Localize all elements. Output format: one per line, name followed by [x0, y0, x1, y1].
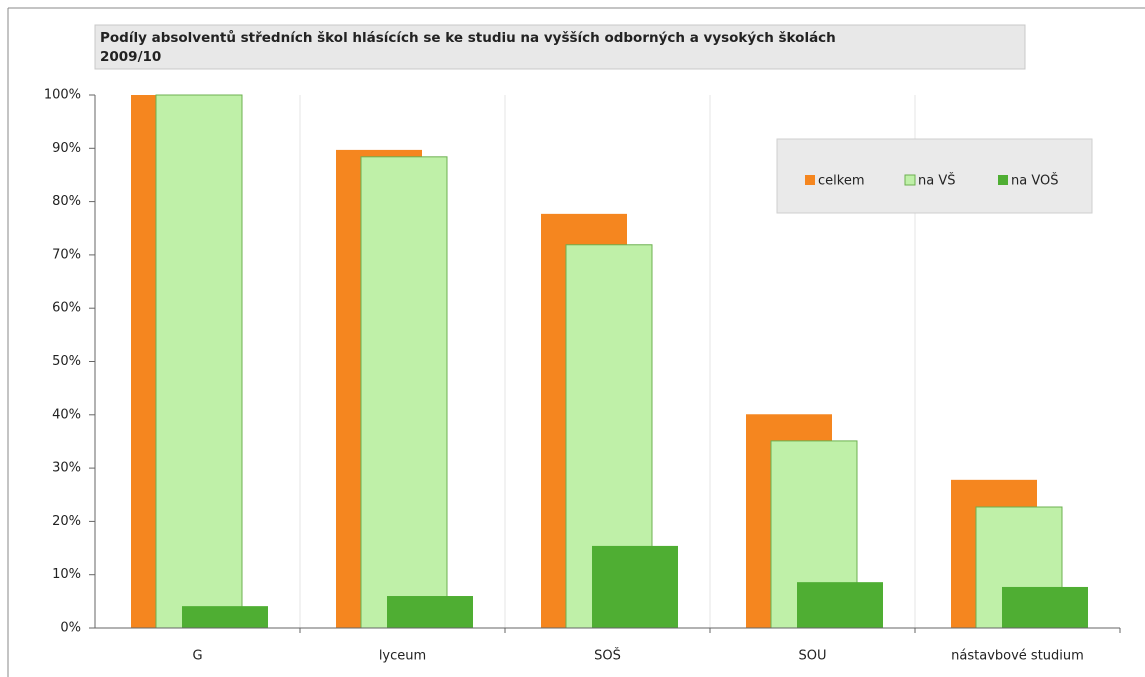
x-tick-label: SOŠ — [594, 648, 621, 664]
bar — [155, 94, 243, 629]
bar — [182, 606, 268, 628]
y-tick-label: 10% — [52, 567, 81, 582]
legend-swatch — [805, 175, 815, 185]
chart-subtitle: 2009/10 — [100, 49, 161, 65]
bar — [1002, 586, 1088, 628]
y-tick-label: 20% — [52, 514, 81, 529]
bar — [592, 545, 678, 628]
legend-label: celkem — [818, 174, 864, 189]
bar — [360, 156, 448, 629]
y-tick-label: 100% — [44, 88, 81, 103]
legend-swatch — [998, 175, 1008, 185]
chart-title: Podíly absolventů středních škol hlásící… — [100, 29, 836, 46]
y-tick-label: 90% — [52, 141, 81, 156]
bar — [387, 596, 473, 628]
title-box — [94, 24, 1026, 70]
legend-box — [776, 138, 1093, 214]
y-tick-label: 40% — [52, 407, 81, 422]
legend-swatch — [904, 174, 916, 186]
y-tick-label: 30% — [52, 461, 81, 476]
legend-label: na VOŠ — [1011, 173, 1059, 189]
y-tick-label: 70% — [52, 247, 81, 262]
x-tick-label: nástavbové studium — [951, 649, 1084, 664]
legend-label: na VŠ — [918, 173, 955, 189]
y-tick-label: 0% — [60, 621, 81, 636]
y-tick-label: 80% — [52, 194, 81, 209]
x-tick-label: SOU — [799, 649, 827, 664]
x-tick-label: G — [192, 649, 202, 664]
y-tick-label: 50% — [52, 354, 81, 369]
y-tick-label: 60% — [52, 301, 81, 316]
bar — [797, 582, 883, 628]
x-tick-label: lyceum — [379, 649, 426, 664]
